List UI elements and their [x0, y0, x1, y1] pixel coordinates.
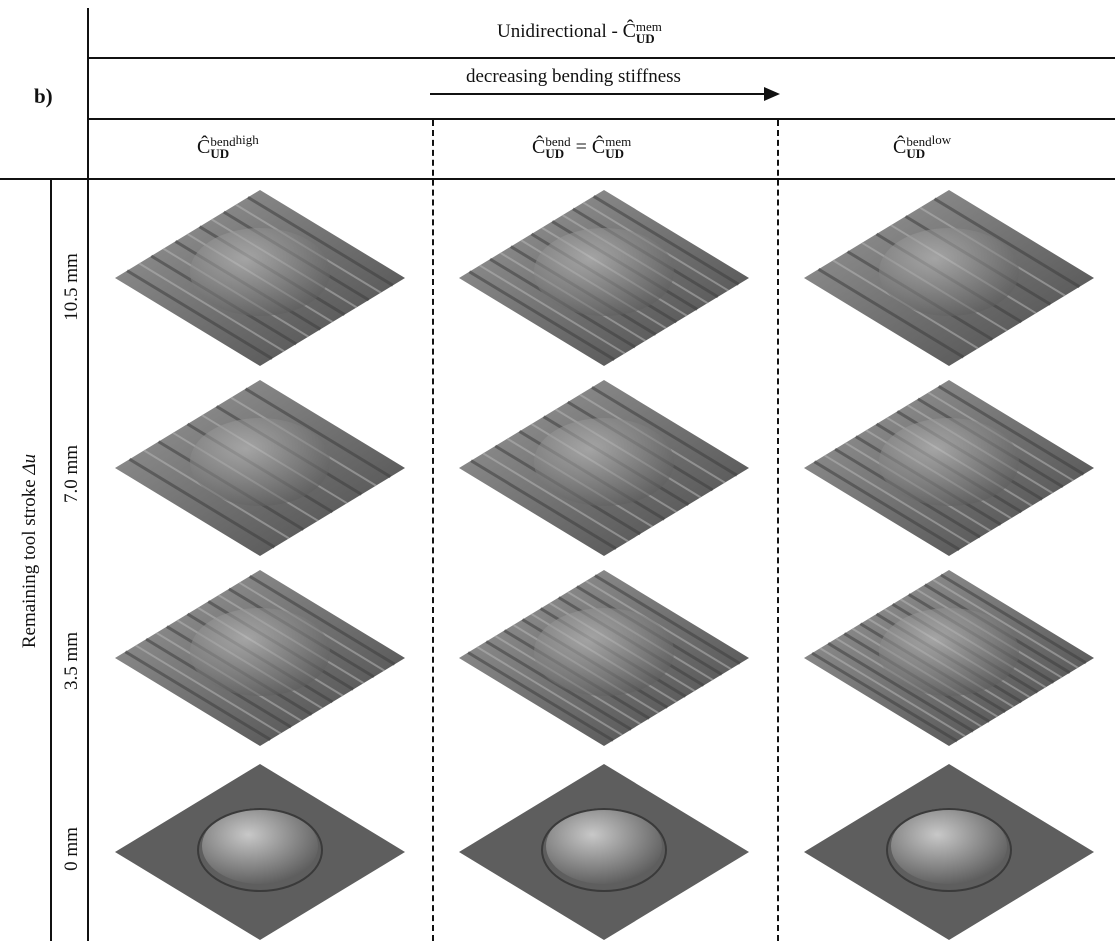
- column-divider-2: [777, 120, 779, 941]
- dome: [534, 228, 674, 316]
- dome: [546, 808, 662, 884]
- dome: [879, 418, 1019, 506]
- column-header-low: Ĉbend UDlow: [893, 132, 952, 162]
- surface-panel-r3-c2: [459, 570, 749, 746]
- surface-panel-r1-c1: [115, 190, 405, 366]
- column-header-high: Ĉbend UDhigh: [197, 132, 259, 162]
- column-divider-1: [432, 120, 434, 941]
- direction-arrow: [430, 87, 780, 101]
- group-symbol-sub: UD: [635, 30, 655, 46]
- surface-panel-r2-c2: [459, 380, 749, 556]
- surface-panel-r3-c3: [804, 570, 1094, 746]
- dome: [879, 228, 1019, 316]
- row-axis-vertical-rule: [50, 180, 52, 941]
- left-vertical-rule: [87, 8, 89, 941]
- group-symbol-scripts: mem UD: [635, 18, 662, 46]
- dome: [879, 608, 1019, 696]
- dome: [190, 608, 330, 696]
- row-label-3-5mm: 3.5 mm: [61, 631, 82, 691]
- header-rule-3: [0, 178, 1115, 180]
- row-axis-title: Remaining tool stroke Δu: [19, 453, 40, 649]
- row-label-0mm: 0 mm: [61, 827, 82, 871]
- group-title-prefix: Unidirectional -: [497, 21, 623, 42]
- group-symbol: Ĉ: [622, 20, 636, 42]
- surface-panel-r3-c1: [115, 570, 405, 746]
- surface-panel-r4-c3: [804, 764, 1094, 940]
- surface-panel-r2-c1: [115, 380, 405, 556]
- surface-panel-r4-c1: [115, 764, 405, 940]
- dome: [534, 418, 674, 506]
- arrow-label: decreasing bending stiffness: [466, 66, 681, 87]
- surface-panel-r1-c3: [804, 190, 1094, 366]
- dome: [202, 808, 318, 884]
- dome: [891, 808, 1007, 884]
- dome: [190, 418, 330, 506]
- surface-panel-r4-c2: [459, 764, 749, 940]
- surface-panel-r2-c3: [804, 380, 1094, 556]
- row-label-7-0mm: 7.0 mm: [61, 444, 82, 504]
- column-header-equal: Ĉbend UD = Ĉmem UD: [532, 134, 632, 162]
- panel-label: b): [34, 84, 53, 108]
- header-rule-1: [88, 57, 1115, 59]
- surface-panel-r1-c2: [459, 190, 749, 366]
- row-label-10-5mm: 10.5 mm: [61, 253, 82, 321]
- group-symbol-sup: mem: [635, 18, 662, 34]
- group-title: Unidirectional - Ĉmem UD: [497, 20, 662, 45]
- header-rule-2: [88, 118, 1115, 120]
- dome: [534, 608, 674, 696]
- dome: [190, 228, 330, 316]
